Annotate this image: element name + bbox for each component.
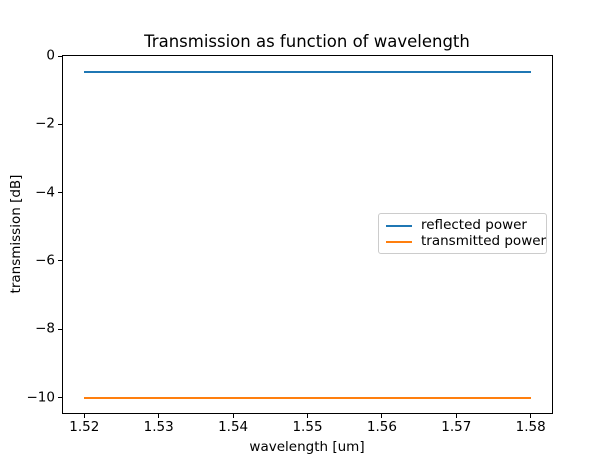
x-tick-mark [307, 414, 308, 418]
x-tick-mark [83, 414, 85, 418]
x-tick-mark [232, 414, 234, 418]
x-tick-label: 1.54 [218, 419, 249, 435]
legend-swatch [386, 240, 412, 243]
chart-title: Transmission as function of wavelength [144, 32, 470, 51]
x-tick-mark [158, 414, 160, 418]
y-tick-mark [58, 123, 62, 125]
y-tick-label: −4 [35, 183, 55, 200]
legend-entry: transmitted power [386, 234, 546, 249]
y-tick-mark [58, 260, 62, 262]
y-tick-mark [58, 328, 62, 330]
y-tick-mark [58, 192, 62, 194]
y-tick-mark [58, 55, 62, 57]
legend-label: reflected power [421, 216, 527, 233]
x-tick-mark [530, 414, 532, 418]
x-tick-label: 1.55 [292, 419, 323, 435]
y-tick-label: −6 [35, 252, 55, 269]
y-tick-label: −8 [35, 320, 55, 337]
y-tick-label: 0 [46, 47, 55, 64]
y-tick-label: −2 [35, 115, 55, 132]
x-tick-mark [381, 414, 383, 418]
x-tick-label: 1.53 [143, 419, 174, 435]
series-line-reflected-power [84, 70, 531, 73]
legend-swatch [386, 224, 412, 227]
legend-entry: reflected power [386, 218, 539, 233]
y-tick-label: −10 [26, 388, 56, 405]
x-axis-label: wavelength [um] [249, 439, 365, 455]
x-tick-label: 1.57 [441, 419, 472, 435]
x-tick-label: 1.56 [366, 419, 397, 435]
x-tick-label: 1.58 [515, 419, 546, 435]
x-tick-mark [455, 414, 457, 418]
legend: reflected power transmitted power [378, 213, 547, 254]
y-tick-mark [58, 397, 62, 399]
x-tick-label: 1.52 [69, 419, 100, 435]
series-line-transmitted-power [84, 396, 531, 399]
legend-label: transmitted power [421, 232, 547, 249]
